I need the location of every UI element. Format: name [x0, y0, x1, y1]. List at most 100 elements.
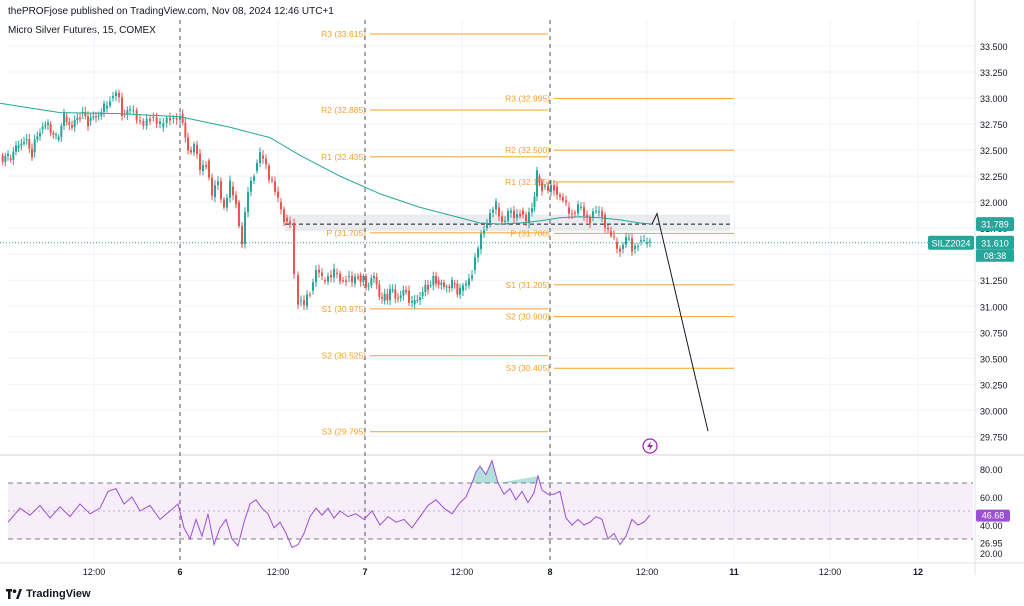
- candle-body: [306, 294, 308, 307]
- pivot-label: P (31.700): [510, 228, 550, 238]
- rsi-tick-label: 80.00: [980, 465, 1003, 475]
- candle-body: [628, 238, 630, 240]
- candle-body: [31, 148, 33, 158]
- candle-body: [619, 248, 621, 252]
- brand-name: TradingView: [26, 588, 91, 600]
- candle-body: [47, 122, 49, 125]
- candle-body: [223, 199, 225, 208]
- pivot-label: S3 (30.405): [506, 363, 551, 373]
- candle-body: [100, 112, 103, 116]
- candle-body: [162, 123, 165, 128]
- candle-body: [448, 286, 451, 289]
- candle-body: [483, 230, 485, 234]
- candle-body: [451, 279, 453, 289]
- candle-body: [199, 153, 201, 171]
- time-tick-label: 8: [547, 567, 552, 577]
- pivot-label: S3 (29.795): [322, 427, 367, 437]
- candle-body: [293, 222, 295, 275]
- candle-body: [613, 235, 615, 237]
- candle-body: [495, 201, 497, 210]
- candle-body: [459, 287, 461, 295]
- candle-body: [462, 285, 464, 291]
- candle-body: [327, 276, 329, 282]
- candle-body: [126, 110, 129, 115]
- candle-body: [190, 150, 192, 153]
- candle-body: [533, 196, 536, 208]
- candle-body: [595, 210, 597, 212]
- candle-body: [7, 153, 9, 156]
- candle-body: [286, 217, 288, 222]
- candle-body: [214, 185, 216, 197]
- candle-body: [383, 293, 386, 302]
- candle-body: [559, 194, 561, 197]
- candle-body: [76, 117, 79, 121]
- candle-body: [583, 207, 585, 216]
- price-tick-label: 32.000: [980, 198, 1008, 208]
- candle-body: [637, 246, 639, 248]
- candle-body: [217, 181, 219, 186]
- candle-body: [610, 231, 612, 236]
- candle-body: [592, 211, 594, 218]
- candle-body: [408, 290, 410, 303]
- candle-body: [112, 96, 114, 99]
- candle-body: [250, 180, 252, 192]
- candle-body: [547, 185, 549, 191]
- candle-body: [118, 92, 120, 98]
- candle-body: [544, 185, 546, 187]
- candle-body: [345, 280, 347, 282]
- rsi-tick-label: 60.00: [980, 493, 1003, 503]
- candle-body: [429, 285, 432, 287]
- candle-body: [536, 170, 538, 197]
- candle-body: [465, 283, 467, 286]
- candle-body: [556, 186, 558, 195]
- candle-body: [95, 116, 97, 118]
- time-tick-label: 12:00: [83, 567, 106, 577]
- candle-body: [315, 270, 317, 283]
- candle-body: [57, 136, 60, 140]
- candle-body: [625, 237, 627, 245]
- candle-body: [471, 275, 473, 279]
- candle-body: [289, 221, 291, 225]
- pivot-label: R3 (33.615): [321, 29, 366, 39]
- candle-body: [303, 300, 305, 306]
- price-tick-label: 29.750: [980, 432, 1008, 442]
- candle-body: [60, 125, 63, 137]
- candle-body: [235, 195, 237, 205]
- candle-body: [486, 223, 488, 229]
- candle-body: [165, 117, 168, 124]
- moving-average-line: [0, 102, 653, 225]
- candle-body: [571, 213, 573, 215]
- countdown-label: 08:38: [984, 251, 1007, 261]
- candle-body: [205, 165, 207, 167]
- candle-body: [23, 141, 25, 144]
- candle-body: [312, 282, 314, 291]
- candle-body: [359, 275, 362, 282]
- candle-body: [399, 295, 402, 298]
- candle-body: [324, 280, 326, 282]
- candle-body: [226, 197, 228, 208]
- candle-body: [378, 284, 381, 298]
- candle-body: [330, 275, 332, 278]
- candle-body: [20, 143, 23, 146]
- candle-body: [44, 124, 47, 127]
- price-tick-label: 31.250: [980, 276, 1008, 286]
- price-tick-label: 32.250: [980, 172, 1008, 182]
- time-tick-label: 11: [729, 567, 739, 577]
- candle-body: [435, 275, 437, 284]
- candle-body: [152, 116, 155, 118]
- candle-body: [39, 132, 41, 137]
- candle-body: [211, 177, 213, 196]
- candle-body: [389, 289, 391, 301]
- candle-body: [411, 300, 413, 303]
- price-tick-label: 30.500: [980, 354, 1008, 364]
- candle-body: [577, 204, 579, 214]
- candle-body: [565, 200, 567, 203]
- candle-body: [71, 125, 73, 128]
- candle-body: [501, 216, 503, 223]
- candle-body: [280, 202, 282, 210]
- rsi-value-label: 46.68: [982, 511, 1005, 521]
- candle-body: [84, 111, 87, 117]
- pivot-label: S1 (30.975): [322, 304, 367, 314]
- rsi-tick-label: 20.00: [980, 549, 1003, 559]
